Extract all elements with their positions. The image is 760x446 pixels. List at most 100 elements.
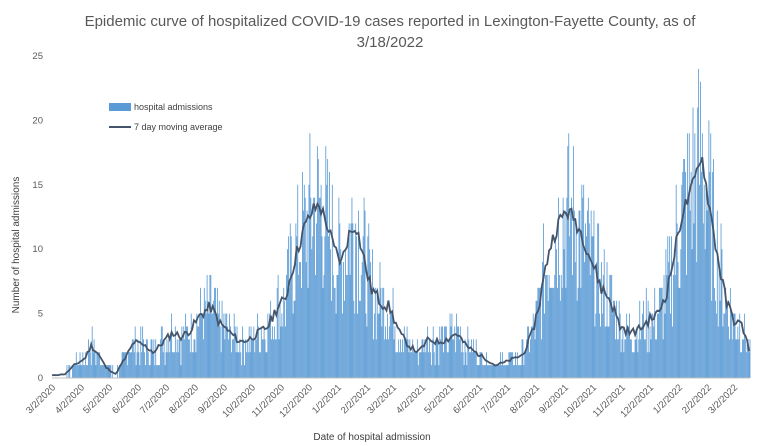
daily-admission-bar (497, 365, 499, 378)
daily-admission-bar (618, 300, 620, 378)
daily-admission-bar (268, 326, 270, 378)
daily-admission-bar (729, 339, 730, 378)
daily-admission-bar (722, 326, 724, 378)
daily-admission-bar (193, 339, 195, 378)
daily-admission-bar (223, 313, 225, 378)
daily-admission-bar (423, 352, 425, 378)
daily-admission-bar (662, 339, 664, 378)
daily-admission-bar (535, 300, 537, 378)
daily-admission-bar (187, 326, 188, 378)
daily-admission-bar (227, 326, 229, 378)
daily-admission-bar (748, 352, 750, 378)
daily-admission-bar (177, 352, 179, 378)
daily-admission-bar (390, 313, 392, 378)
daily-admission-bar (73, 365, 74, 378)
daily-admission-bar (190, 313, 192, 378)
daily-admission-bar (703, 184, 705, 378)
daily-admission-bar (297, 184, 299, 378)
daily-admission-bar (623, 352, 625, 378)
legend-bars-swatch (109, 103, 131, 111)
daily-admission-bar (310, 197, 312, 378)
daily-admission-bar (475, 339, 477, 378)
daily-admission-bar (444, 326, 445, 378)
daily-admission-bar (325, 146, 327, 378)
daily-admission-bar (641, 326, 643, 378)
daily-admission-bar (300, 262, 301, 378)
daily-admission-bar (96, 352, 98, 378)
daily-admission-bar (82, 352, 84, 378)
daily-admission-bar (533, 326, 535, 378)
daily-admission-bar (568, 133, 570, 378)
daily-admission-bar (412, 339, 414, 378)
daily-admission-bar (356, 236, 358, 378)
daily-admission-bar (126, 352, 128, 378)
daily-admission-bar (444, 326, 446, 378)
daily-admission-bar (258, 326, 259, 378)
daily-admission-bar (544, 274, 546, 378)
daily-admission-bar (397, 352, 399, 378)
daily-admission-bar (250, 326, 252, 378)
daily-admission-bar (482, 365, 484, 378)
daily-admission-bar (304, 197, 306, 378)
daily-admission-bar (605, 326, 607, 378)
daily-admission-bar (287, 236, 289, 378)
daily-admission-bar (600, 326, 601, 378)
daily-admission-bar (536, 300, 538, 378)
daily-admission-bar (323, 274, 325, 378)
daily-admission-bar (468, 339, 470, 378)
daily-admission-bar (745, 352, 747, 378)
daily-admission-bar (316, 223, 317, 378)
daily-admission-bar (522, 339, 524, 378)
daily-admission-bar (344, 249, 346, 378)
daily-admission-bar (238, 352, 240, 378)
daily-admission-bar (723, 313, 725, 378)
daily-admission-bar (644, 339, 646, 378)
daily-admission-bar (510, 352, 512, 378)
daily-admission-bar (596, 262, 598, 378)
daily-admission-bar (97, 352, 99, 378)
daily-admission-bar (631, 352, 633, 378)
daily-admission-bar (749, 339, 751, 378)
daily-admission-bar (460, 352, 462, 378)
daily-admission-bar (415, 352, 416, 378)
daily-admission-bar (467, 326, 469, 378)
daily-admission-bar (256, 339, 258, 378)
daily-admission-bar (524, 352, 526, 378)
daily-admission-bar (504, 365, 506, 378)
daily-admission-bar (657, 313, 658, 378)
daily-admission-bar (368, 223, 370, 378)
daily-admission-bar (318, 197, 320, 378)
daily-admission-bar (346, 274, 348, 378)
daily-admission-bar (305, 262, 307, 378)
daily-admission-bar (185, 313, 187, 378)
daily-admission-bar (291, 274, 293, 378)
daily-admission-bar (588, 223, 590, 378)
daily-admission-bar (213, 300, 215, 378)
daily-admission-bar (484, 365, 486, 378)
daily-admission-bar (650, 339, 652, 378)
x-tick-label: 1/2/2021 (310, 382, 344, 416)
daily-admission-bar (359, 300, 361, 378)
daily-admission-bar (251, 339, 253, 378)
daily-admission-bar (731, 339, 733, 378)
daily-admission-bar (432, 326, 434, 378)
daily-admission-bar (121, 352, 123, 378)
daily-admission-bar (81, 365, 83, 378)
daily-admission-bar (699, 184, 700, 378)
daily-admission-bar (673, 249, 675, 378)
daily-admission-bar (572, 146, 574, 378)
daily-admission-bar (164, 365, 166, 378)
daily-admission-bar (632, 352, 634, 378)
daily-admission-bar (373, 339, 374, 378)
daily-admission-bar (181, 326, 183, 378)
daily-admission-bar (592, 236, 594, 378)
daily-admission-bar (653, 326, 655, 378)
daily-admission-bar (685, 171, 686, 378)
daily-admission-bar (553, 287, 555, 378)
daily-admission-bar (738, 339, 740, 378)
daily-admission-bar (472, 339, 474, 378)
legend: hospital admissions 7 day moving average (109, 102, 223, 132)
daily-admission-bar (479, 352, 481, 378)
daily-admission-bar (296, 236, 298, 378)
daily-admission-bar (150, 339, 152, 378)
